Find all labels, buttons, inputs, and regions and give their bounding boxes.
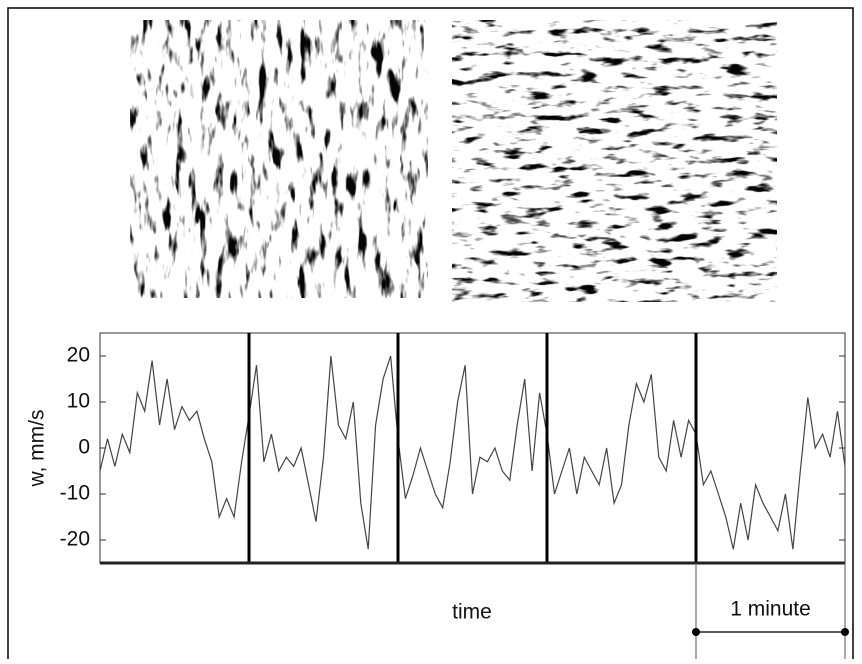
flow-texture-left	[130, 20, 428, 298]
y-tick-label: 20	[67, 344, 90, 367]
y-tick-label: 0	[78, 436, 90, 459]
plot-area	[99, 332, 846, 564]
frame	[7, 7, 854, 664]
scale-bar-end	[692, 628, 700, 636]
scale-bar-label: 1 minute	[730, 598, 811, 621]
data-line	[99, 355, 846, 550]
x-axis-label: time	[452, 601, 492, 624]
y-tick-label: -20	[60, 528, 90, 551]
y-tick-label: -10	[60, 482, 90, 505]
flow-texture-right	[452, 20, 777, 302]
scale-bar-end	[841, 628, 849, 636]
y-tick-label: 10	[67, 390, 90, 413]
y-axis-label: w, mm/s	[26, 410, 49, 488]
